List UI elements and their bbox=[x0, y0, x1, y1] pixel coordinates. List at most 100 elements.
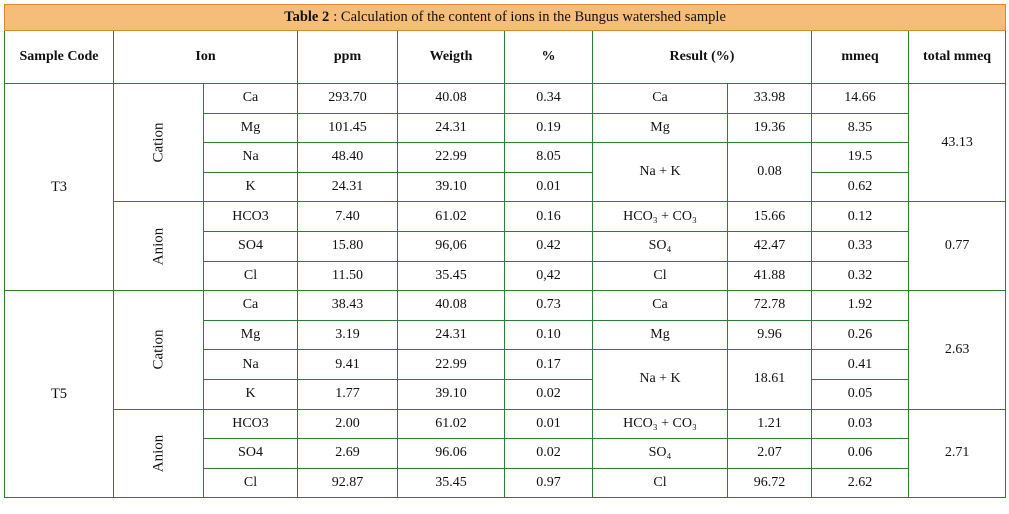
mmeq-cell: 0.33 bbox=[811, 230, 909, 262]
data-row: K 24.31 39.10 0.01 0.62 bbox=[5, 171, 1006, 203]
value-cell: 0.73 bbox=[504, 290, 593, 321]
result-value: 18.61 bbox=[727, 349, 812, 410]
value-cell: 8.05 bbox=[504, 142, 593, 173]
result-ion: Cl bbox=[592, 467, 728, 499]
value-cell: 2.69 bbox=[297, 438, 398, 469]
value-cell: Ca bbox=[203, 290, 298, 321]
result-value: 33.98 bbox=[727, 83, 812, 114]
total-mmeq: 0.77 bbox=[907, 201, 1007, 292]
total-mmeq: 43.13 bbox=[907, 82, 1007, 203]
data-row: Na 48.40 22.99 8.05 Na + K 0.08 19.5 bbox=[5, 142, 1006, 203]
value-cell: 9.41 bbox=[297, 349, 398, 380]
result-ion: Ca bbox=[592, 83, 728, 114]
group-cell: Cation bbox=[113, 290, 204, 410]
header-row: Sample Code Ion ppm Weigth% Result (%) mmeq to… bbox=[4, 30, 1007, 84]
mmeq-cell: 14.66 bbox=[811, 83, 909, 114]
value-cell: 0.02 bbox=[504, 378, 593, 410]
mmeq-cell: 19.5 bbox=[811, 142, 909, 173]
result-ion: HCO₃ + CO₃ bbox=[592, 201, 728, 232]
data-row: Cl 11.50 35.45 0,42 Cl 41.88 0.32 bbox=[5, 260, 1006, 292]
value-cell: Cl bbox=[203, 260, 298, 292]
value-cell: K bbox=[203, 171, 298, 203]
value-cell: 293.70 bbox=[297, 83, 398, 114]
value-cell: Mg bbox=[203, 112, 298, 144]
sample-code: T5 bbox=[4, 290, 114, 499]
result-ion: SO₄ bbox=[592, 438, 728, 469]
header-cell: ppm bbox=[297, 30, 398, 84]
header-cell: Ion bbox=[113, 30, 298, 84]
value-cell: 96.06 bbox=[397, 438, 505, 469]
result-ion: Mg bbox=[592, 112, 728, 144]
header-cell: % bbox=[504, 30, 593, 84]
value-cell: 96,06 bbox=[397, 230, 505, 262]
value-cell: 35.45 bbox=[397, 260, 505, 292]
mmeq-cell: 0.26 bbox=[811, 319, 909, 351]
value-cell: 0.34 bbox=[504, 83, 593, 114]
sample-code: T3 bbox=[4, 82, 114, 292]
value-cell: 2.00 bbox=[297, 408, 398, 440]
table-body: Table 2: Calculation of the content of i… bbox=[3, 4, 1007, 499]
title-label: Table 2 bbox=[284, 9, 330, 25]
table-title: Table 2: Calculation of the content of i… bbox=[3, 4, 1007, 31]
data-row: T5 Cation Ca 38.43 40.08 0.73 Ca 72.78 1.92 2.63 bbox=[4, 290, 1007, 499]
value-cell: 0.42 bbox=[504, 230, 593, 262]
value-cell: 61.02 bbox=[397, 408, 505, 440]
value-cell: 22.99 bbox=[397, 349, 505, 380]
value-cell: 0.01 bbox=[504, 171, 593, 203]
result-value: 9.96 bbox=[727, 319, 812, 351]
value-cell: 35.45 bbox=[397, 467, 505, 499]
value-cell: 39.10 bbox=[397, 378, 505, 410]
value-cell: 24.31 bbox=[397, 112, 505, 144]
title-text: : Calculation of the content of ions in … bbox=[333, 9, 726, 25]
result-value: 0.08 bbox=[727, 142, 812, 203]
value-cell: SO4 bbox=[203, 438, 298, 469]
value-cell: 0.97 bbox=[504, 467, 593, 499]
value-cell: 0.19 bbox=[504, 112, 593, 144]
value-cell: 24.31 bbox=[397, 319, 505, 351]
group-name: Anion bbox=[150, 434, 166, 473]
header-cell: Sample Code bbox=[4, 30, 114, 84]
value-cell: 0.02 bbox=[504, 438, 593, 469]
data-row: K 1.77 39.10 0.02 0.05 bbox=[5, 378, 1006, 410]
total-mmeq: 2.71 bbox=[907, 408, 1007, 499]
value-cell: 7.40 bbox=[297, 201, 398, 232]
result-value: 2.07 bbox=[727, 438, 812, 469]
group-cell: Cation bbox=[113, 82, 204, 203]
result-value: 42.47 bbox=[727, 230, 812, 262]
value-cell: 15.80 bbox=[297, 230, 398, 262]
value-cell: 24.31 bbox=[297, 171, 398, 203]
mmeq-cell: 2.62 bbox=[811, 467, 909, 499]
value-cell: 3.19 bbox=[297, 319, 398, 351]
value-cell: 0.01 bbox=[504, 408, 593, 440]
result-ion: Mg bbox=[592, 319, 728, 351]
header-cell: mmeq bbox=[811, 30, 909, 84]
value-cell: 0.17 bbox=[504, 349, 593, 380]
result-ion: Na + K bbox=[592, 349, 728, 410]
header-cell: Result (%) bbox=[592, 30, 812, 84]
result-ion: Cl bbox=[592, 260, 728, 292]
value-cell: Cl bbox=[203, 467, 298, 499]
value-cell: 61.02 bbox=[397, 201, 505, 232]
value-cell: 39.10 bbox=[397, 171, 505, 203]
data-row: Anion HCO3 2.00 61.02 0.01 HCO₃ + CO₃ 1.21 0.03… bbox=[5, 408, 1007, 499]
result-value: 41.88 bbox=[727, 260, 812, 292]
value-cell: 38.43 bbox=[297, 290, 398, 321]
value-cell: 1.77 bbox=[297, 378, 398, 410]
value-cell: HCO3 bbox=[203, 201, 298, 232]
group-name: Cation bbox=[150, 122, 166, 163]
value-cell: 0.10 bbox=[504, 319, 593, 351]
data-row: T3 Cation Ca 293.70 40.08 0.34 Ca 33.98 14.66 43.… bbox=[4, 82, 1007, 292]
value-cell: 40.08 bbox=[397, 83, 505, 114]
mmeq-cell: 0.12 bbox=[811, 201, 909, 232]
group-name: Anion bbox=[150, 227, 166, 266]
data-row: Na 9.41 22.99 0.17 Na + K 18.61 0.41 bbox=[5, 349, 1006, 410]
result-ion: SO₄ bbox=[592, 230, 728, 262]
mmeq-cell: 1.92 bbox=[811, 290, 909, 321]
result-value: 19.36 bbox=[727, 112, 812, 144]
value-cell: Mg bbox=[203, 319, 298, 351]
value-cell: Na bbox=[203, 349, 298, 380]
value-cell: K bbox=[203, 378, 298, 410]
value-cell: SO4 bbox=[203, 230, 298, 262]
total-mmeq: 2.63 bbox=[907, 290, 1007, 410]
